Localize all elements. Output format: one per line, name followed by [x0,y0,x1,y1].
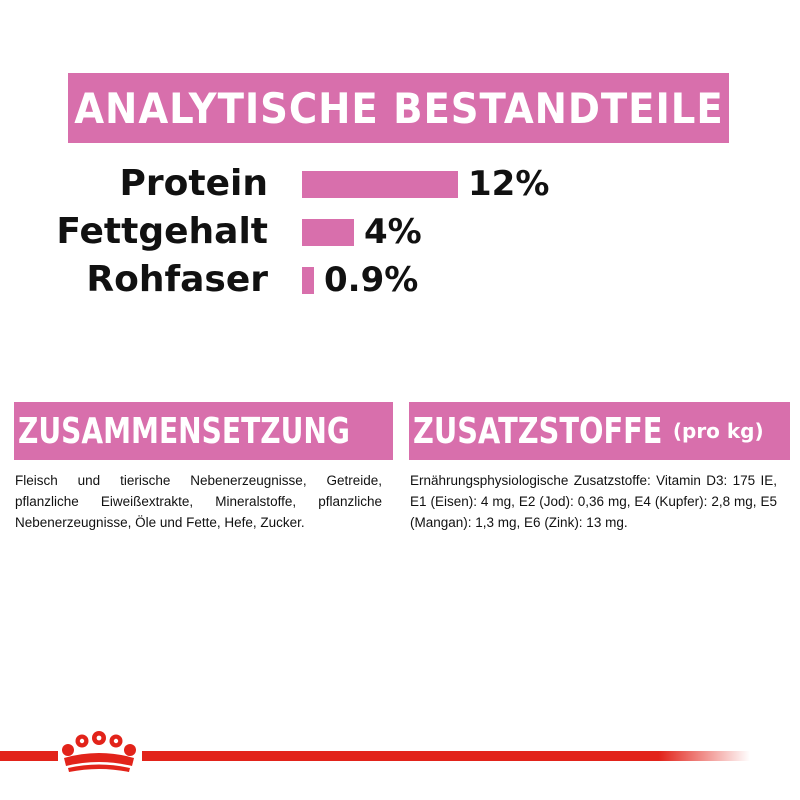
nutrient-bar [302,171,458,198]
crown-icon [62,731,136,772]
header-title: ANALYTISCHE BESTANDTEILE [73,83,724,133]
additives-header: ZUSATZSTOFFE (pro kg) [409,402,790,460]
nutrient-bar [302,219,354,246]
nutrient-bar [302,267,314,294]
footer-line-right [142,751,750,761]
nutrient-row-rohfaser: Rohfaser 0.9% [0,256,800,304]
nutrient-row-fettgehalt: Fettgehalt 4% [0,208,800,256]
nutrient-value: 0.9% [324,260,419,300]
nutrient-label: Rohfaser [86,259,268,300]
nutrient-label: Protein [119,163,268,204]
additives-text: Ernährungsphysiologische Zusatzstoffe: V… [410,473,777,530]
additives-title: ZUSATZSTOFFE [413,410,663,452]
composition-title: ZUSAMMENSETZUNG [18,410,350,452]
footer-line-left [0,751,58,761]
additives-subtitle: (pro kg) [672,419,764,443]
nutrient-value: 4% [364,212,422,252]
nutrient-label: Fettgehalt [56,211,268,252]
composition-header: ZUSAMMENSETZUNG [14,402,393,460]
nutrient-row-protein: Protein 12% [0,160,800,208]
composition-text: Fleisch und tierische Nebenerzeugnisse, … [15,473,382,530]
header-banner: ANALYTISCHE BESTANDTEILE [68,73,729,143]
nutrient-value: 12% [468,164,550,204]
